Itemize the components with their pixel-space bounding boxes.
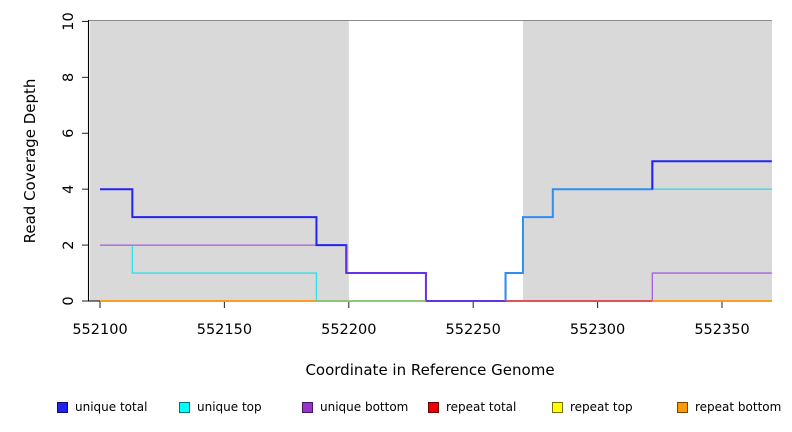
x-tick-label: 552250 <box>446 322 501 338</box>
x-tick-label: 552200 <box>321 322 376 338</box>
y-tick-label: 2 <box>61 240 77 249</box>
x-axis-title: Coordinate in Reference Genome <box>305 361 555 379</box>
series-line-unique-total <box>345 245 507 302</box>
legend-swatch-unique-top <box>179 402 190 413</box>
tick-labels: 552100 552150 552200 552250 552300 552350 0 2 4 6… <box>61 12 750 338</box>
y-tick-label: 8 <box>61 73 77 82</box>
shaded-region <box>90 21 349 301</box>
legend-label: repeat total <box>446 400 517 414</box>
y-tick-label: 4 <box>61 185 77 194</box>
y-tick-label: 6 <box>61 129 77 138</box>
legend-label: unique total <box>75 400 148 414</box>
legend-item-repeat-total: repeat total <box>428 401 516 414</box>
series-line-unique-total <box>504 161 654 301</box>
x-tick-label: 552100 <box>72 322 127 338</box>
legend-label: unique top <box>197 400 262 414</box>
legend-swatch-unique-total <box>57 402 68 413</box>
legend-swatch-repeat-bottom <box>677 402 688 413</box>
y-tick-label: 10 <box>61 12 77 30</box>
legend-swatch-repeat-total <box>428 402 439 413</box>
legend-item-unique-total: unique total <box>57 401 147 414</box>
coverage-plot: 552100 552150 552200 552250 552300 552350 0 2 4 6… <box>61 12 772 338</box>
x-tick-label: 552150 <box>197 322 252 338</box>
legend-item-repeat-bottom: repeat bottom <box>677 401 781 414</box>
y-tick-label: 0 <box>61 296 77 305</box>
legend-label: unique bottom <box>320 400 409 414</box>
legend-label: repeat top <box>570 400 633 414</box>
legend-item-repeat-top: repeat top <box>552 401 633 414</box>
x-tick-label: 552300 <box>570 322 625 338</box>
legend-swatch-unique-bottom <box>302 402 313 413</box>
x-tick-label: 552350 <box>694 322 749 338</box>
legend-item-unique-bottom: unique bottom <box>302 401 408 414</box>
y-axis-title: Read Coverage Depth <box>21 78 39 244</box>
legend-item-unique-top: unique top <box>179 401 262 414</box>
legend-swatch-repeat-top <box>552 402 563 413</box>
legend-label: repeat bottom <box>695 400 782 414</box>
series-line-unique-total <box>651 160 772 190</box>
